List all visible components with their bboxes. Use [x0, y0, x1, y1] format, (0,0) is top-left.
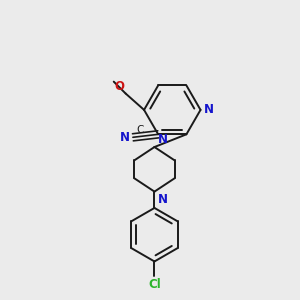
- Text: C: C: [136, 125, 144, 136]
- Text: O: O: [114, 80, 124, 93]
- Text: N: N: [158, 133, 167, 146]
- Text: Cl: Cl: [148, 278, 161, 290]
- Text: N: N: [120, 131, 130, 144]
- Text: N: N: [204, 103, 214, 116]
- Text: N: N: [158, 193, 167, 206]
